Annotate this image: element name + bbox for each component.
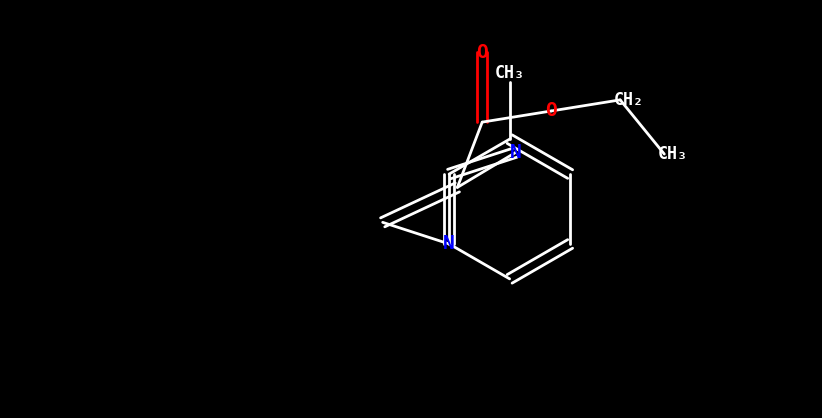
Text: O: O xyxy=(545,102,557,120)
Text: N: N xyxy=(443,234,455,253)
Text: CH₂: CH₂ xyxy=(613,91,644,109)
Text: CH₃: CH₃ xyxy=(658,145,687,163)
Text: O: O xyxy=(476,43,488,62)
Text: CH₃: CH₃ xyxy=(495,64,524,82)
Text: N: N xyxy=(510,143,521,162)
